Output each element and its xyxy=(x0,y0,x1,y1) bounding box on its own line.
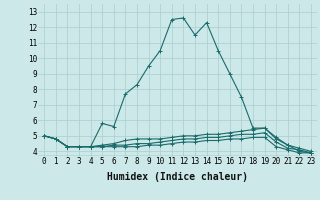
X-axis label: Humidex (Indice chaleur): Humidex (Indice chaleur) xyxy=(107,172,248,182)
